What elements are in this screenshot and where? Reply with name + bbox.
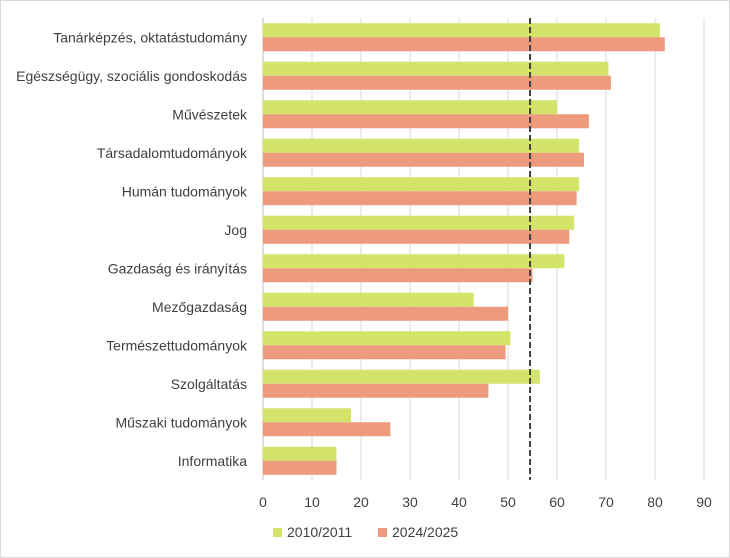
bar-jog-2024-2025 [263, 229, 570, 244]
bar-mezogazdasag-2024-2025 [263, 306, 508, 321]
category-label-informatika: Informatika [178, 453, 247, 469]
legend-swatch-2024-2025 [378, 528, 387, 537]
legend-label-2024-2025: 2024/2025 [392, 524, 458, 540]
bar-muszaki-tudomanyok-2010-2011 [263, 408, 352, 423]
x-tick-label-0: 0 [259, 494, 267, 510]
bar-tanarkepzes-oktatastudomany-2010-2011 [263, 23, 660, 38]
x-tick-label-40: 40 [451, 494, 467, 510]
x-tick-label-60: 60 [549, 494, 565, 510]
bar-informatika-2010-2011 [263, 446, 337, 461]
category-label-tarsadalomtudomanyok: Társadalomtudományok [97, 145, 248, 161]
bar-szolgaltatas-2010-2011 [263, 369, 540, 384]
bar-muveszetek-2010-2011 [263, 100, 557, 115]
grid-lines [262, 18, 705, 480]
legend: 2010/2011 2024/2025 [273, 524, 458, 540]
category-label-egeszsegugy-szocialis-gondoskodas: Egészségügy, szociális gondoskodás [16, 68, 247, 84]
x-tick-labels: 0 10 20 30 40 50 60 70 80 90 [259, 494, 712, 510]
category-label-mezogazdasag: Mezőgazdaság [152, 299, 247, 315]
bar-muszaki-tudomanyok-2024-2025 [263, 422, 391, 437]
x-tick-label-90: 90 [696, 494, 712, 510]
category-label-muveszetek: Művészetek [172, 106, 248, 122]
x-tick-label-20: 20 [353, 494, 369, 510]
bar-tarsadalomtudomanyok-2024-2025 [263, 152, 584, 167]
bar-muveszetek-2024-2025 [263, 114, 589, 129]
category-label-termeszettudomanyok: Természettudományok [106, 337, 248, 353]
legend-swatch-2010-2011 [273, 528, 282, 537]
bar-gazdasag-es-iranyitas-2024-2025 [263, 268, 533, 283]
bar-tanarkepzes-oktatastudomany-2024-2025 [263, 37, 665, 52]
category-label-muszaki-tudomanyok: Műszaki tudományok [115, 414, 248, 430]
bar-human-tudomanyok-2010-2011 [263, 177, 580, 192]
bar-mezogazdasag-2010-2011 [263, 292, 474, 307]
bar-jog-2010-2011 [263, 215, 575, 230]
bar-termeszettudomanyok-2024-2025 [263, 345, 506, 360]
bar-informatika-2024-2025 [263, 460, 337, 475]
category-label-jog: Jog [224, 222, 247, 238]
x-tick-label-50: 50 [500, 494, 516, 510]
bars-group [263, 23, 665, 475]
category-label-tanarkepzes-oktatastudomany: Tanárképzés, oktatástudomány [53, 29, 247, 45]
bar-szolgaltatas-2024-2025 [263, 383, 489, 398]
bar-tarsadalomtudomanyok-2010-2011 [263, 138, 580, 153]
x-tick-label-70: 70 [598, 494, 614, 510]
category-label-gazdasag-es-iranyitas: Gazdaság és irányítás [108, 260, 247, 276]
x-tick-label-10: 10 [304, 494, 320, 510]
category-label-szolgaltatas: Szolgáltatás [171, 376, 247, 392]
bar-egeszsegugy-szocialis-gondoskodas-2010-2011 [263, 61, 609, 76]
legend-label-2010-2011: 2010/2011 [287, 524, 352, 540]
x-tick-label-80: 80 [647, 494, 663, 510]
bar-gazdasag-es-iranyitas-2010-2011 [263, 254, 565, 269]
category-label-human-tudomanyok: Humán tudományok [122, 183, 248, 199]
bar-termeszettudomanyok-2010-2011 [263, 331, 511, 346]
x-tick-label-30: 30 [402, 494, 418, 510]
bar-human-tudomanyok-2024-2025 [263, 191, 577, 206]
category-labels: Tanárképzés, oktatástudomány Egészségügy,… [16, 29, 248, 469]
bar-egeszsegugy-szocialis-gondoskodas-2024-2025 [263, 75, 611, 90]
